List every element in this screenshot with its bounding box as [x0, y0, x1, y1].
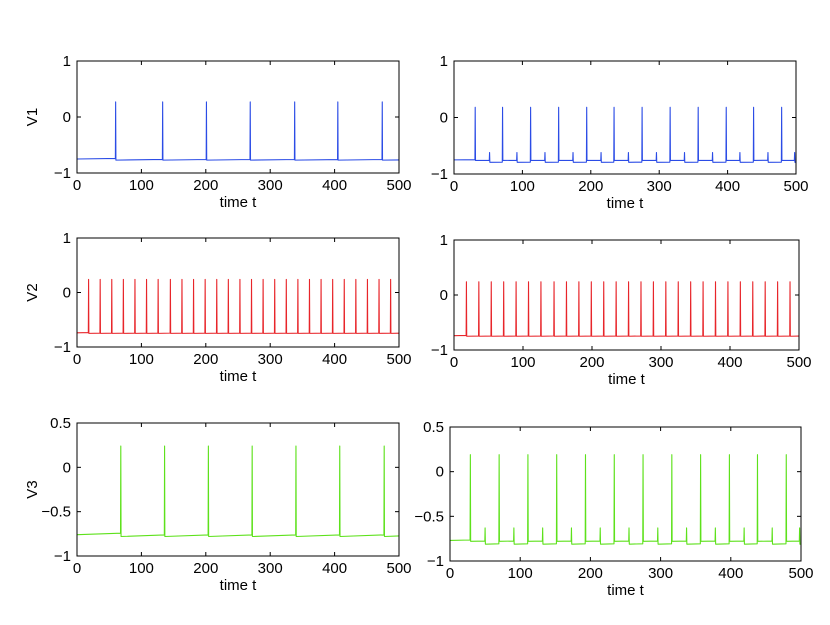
- x-tick-label: 200: [579, 354, 604, 371]
- axes-box: [453, 60, 797, 175]
- x-tick-label: 500: [386, 560, 411, 577]
- y-axis-label: V3: [24, 480, 41, 498]
- x-axis-label: time t: [220, 577, 258, 594]
- x-tick-label: 100: [508, 565, 533, 582]
- series-line: [77, 278, 399, 334]
- panel-bottom-left: 0 100 200 300 400 500 −1 −0.5 0 0.5 time t V3: [24, 415, 412, 594]
- x-tick-label: 100: [129, 177, 154, 194]
- x-tick-label: 300: [648, 565, 673, 582]
- x-axis-label: time t: [220, 368, 258, 385]
- y-tick-label: 0: [63, 109, 71, 126]
- x-tick-label: 400: [322, 560, 347, 577]
- x-tick-label: 0: [450, 178, 458, 195]
- panel-bottom-right: 0 100 200 300 400 500 −1 −0.5 0 0.5 time t: [414, 419, 813, 599]
- y-tick-label: 1: [63, 53, 71, 70]
- series-line: [454, 281, 799, 337]
- x-tick-label: 300: [648, 354, 673, 371]
- series-line: [454, 106, 796, 163]
- axes-box: [449, 426, 802, 562]
- x-axis-label: time t: [608, 371, 646, 388]
- series-line: [77, 445, 399, 538]
- y-tick-label: −0.5: [41, 504, 71, 521]
- y-tick-label: −1: [427, 553, 444, 570]
- y-tick-label: −0.5: [414, 508, 444, 525]
- x-tick-label: 300: [647, 178, 672, 195]
- y-tick-label: 0.5: [423, 419, 444, 436]
- y-tick-label: 1: [63, 230, 71, 247]
- y-tick-label: −1: [431, 342, 448, 359]
- x-tick-label: 400: [322, 177, 347, 194]
- y-tick-label: 0.5: [50, 415, 71, 432]
- x-tick-label: 400: [717, 354, 742, 371]
- x-tick-label: 500: [386, 351, 411, 368]
- x-tick-label: 200: [193, 177, 218, 194]
- y-tick-label: −1: [54, 339, 71, 356]
- x-tick-label: 500: [386, 177, 411, 194]
- y-tick-label: 1: [440, 53, 448, 70]
- x-tick-label: 500: [786, 354, 811, 371]
- x-tick-label: 0: [73, 177, 81, 194]
- y-tick-label: 1: [440, 232, 448, 249]
- x-axis-label: time t: [607, 195, 645, 212]
- x-tick-label: 200: [578, 565, 603, 582]
- x-tick-label: 300: [258, 351, 283, 368]
- x-tick-label: 400: [715, 178, 740, 195]
- y-tick-label: 0: [436, 464, 444, 481]
- y-axis-label: V1: [24, 108, 41, 126]
- x-tick-label: 500: [788, 565, 813, 582]
- x-tick-label: 200: [193, 351, 218, 368]
- y-tick-label: 0: [440, 287, 448, 304]
- x-tick-label: 100: [510, 354, 535, 371]
- x-tick-label: 300: [258, 177, 283, 194]
- x-tick-label: 0: [446, 565, 454, 582]
- axes-box: [453, 239, 800, 351]
- axes-box: [76, 422, 400, 557]
- y-axis-label: V2: [24, 283, 41, 301]
- x-tick-label: 400: [322, 351, 347, 368]
- x-tick-label: 500: [783, 178, 808, 195]
- x-tick-label: 0: [73, 560, 81, 577]
- y-tick-label: 0: [440, 110, 448, 127]
- y-tick-label: −1: [431, 166, 448, 183]
- series-line: [450, 454, 801, 545]
- x-axis-label: time t: [607, 582, 645, 599]
- x-tick-label: 0: [73, 351, 81, 368]
- y-tick-label: −1: [54, 165, 71, 182]
- y-tick-label: 0: [63, 459, 71, 476]
- y-tick-label: 0: [63, 285, 71, 302]
- x-tick-label: 100: [129, 560, 154, 577]
- y-tick-label: −1: [54, 548, 71, 565]
- x-tick-label: 300: [258, 560, 283, 577]
- x-tick-label: 0: [450, 354, 458, 371]
- axes-box: [76, 237, 400, 348]
- x-tick-label: 100: [129, 351, 154, 368]
- x-tick-label: 200: [578, 178, 603, 195]
- axes-box: [76, 60, 400, 174]
- series-line: [77, 101, 399, 161]
- x-tick-label: 400: [718, 565, 743, 582]
- x-tick-label: 200: [193, 560, 218, 577]
- x-axis-label: time t: [220, 194, 258, 211]
- x-tick-label: 100: [510, 178, 535, 195]
